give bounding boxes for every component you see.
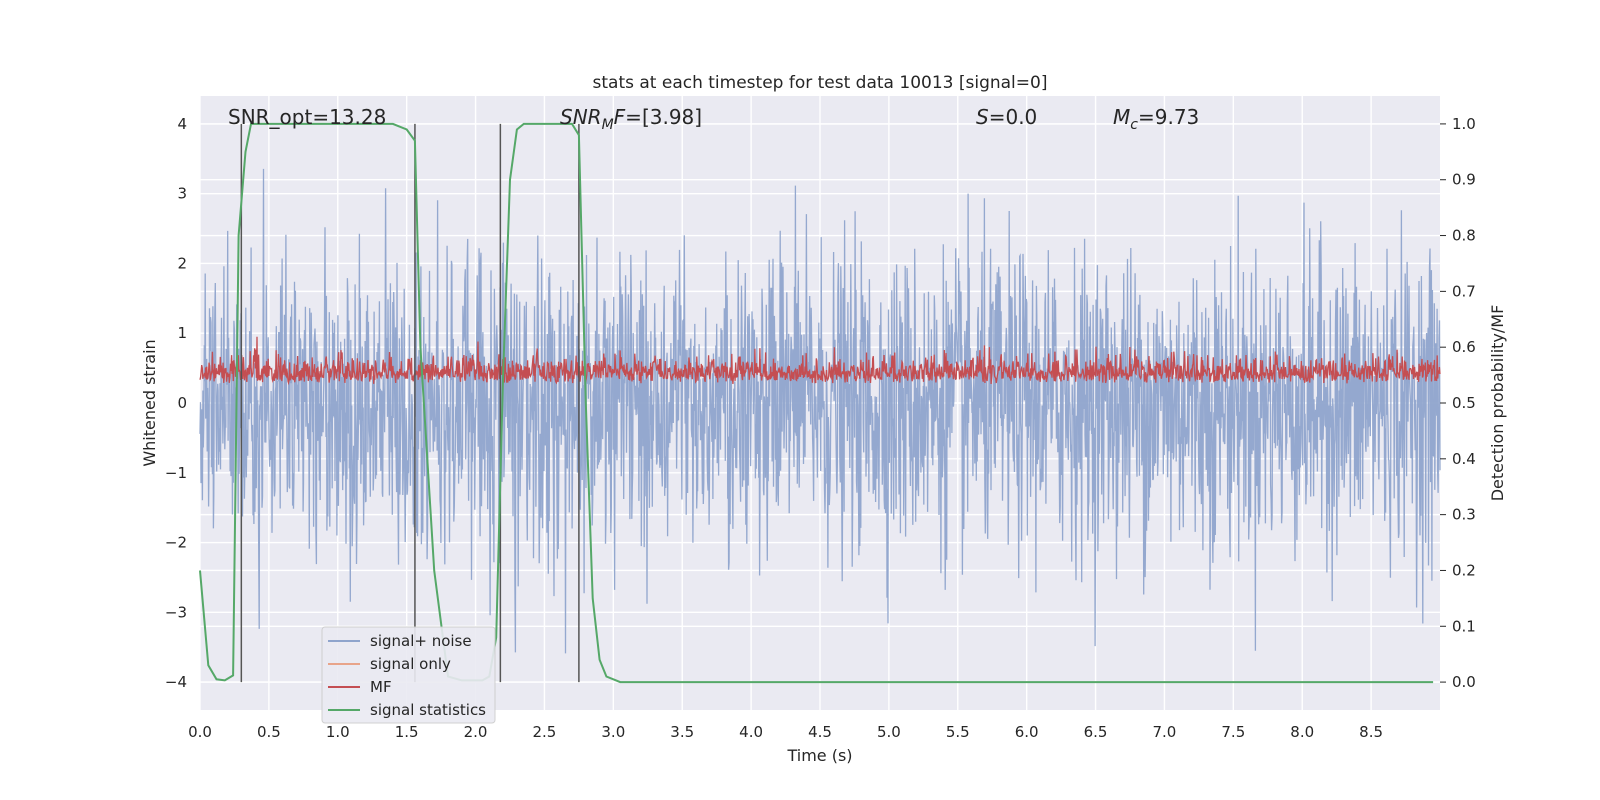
x-tick-label: 6.5: [1084, 723, 1108, 741]
x-tick-label: 7.5: [1221, 723, 1245, 741]
x-tick-label: 3.5: [670, 723, 694, 741]
axes: 0.0 0.5 1.0 1.5 2.0 2.5 3.0 3.5 4.0 4.5 5.0 5.5 6.0 6…: [165, 115, 1476, 741]
y2-tick-label: 0.2: [1452, 561, 1476, 579]
y2-tick-label: 0.3: [1452, 506, 1476, 524]
x-tick-label: 3.0: [601, 723, 625, 741]
y2-tick-label: 0.9: [1452, 171, 1476, 189]
x-tick-label: 1.5: [395, 723, 419, 741]
y-axis-label: Whitened strain: [140, 339, 159, 466]
x-tick-label: 0.5: [257, 723, 281, 741]
y2-axis-label: Detection probability/MF: [1488, 305, 1507, 502]
y2-tick-label: 0.7: [1452, 282, 1476, 300]
series-signal-noise-line: [199, 168, 1441, 654]
snr-opt-annotation: SNR_opt=13.28: [228, 105, 386, 129]
x-axis-label: Time (s): [786, 746, 852, 765]
legend-box: [321, 626, 496, 724]
x-tick-label: 4.5: [808, 723, 832, 741]
y-tick-label: −1: [165, 464, 187, 482]
y-tick-label: 0: [177, 394, 187, 412]
y-tick-label: −4: [165, 673, 187, 691]
y-tick-label: −2: [165, 534, 187, 552]
y2-tick-label: 0.0: [1452, 673, 1476, 691]
y2-tick-label: 0.4: [1452, 450, 1476, 468]
x-tick-label: 4.0: [739, 723, 763, 741]
y2-tick-label: 1.0: [1452, 115, 1476, 133]
legend: signal+ noise signal only MF signal stat…: [321, 626, 496, 724]
x-tick-label: 7.0: [1153, 723, 1177, 741]
signal-noise-series: [199, 168, 1441, 654]
x-tick-label: 0.0: [188, 723, 212, 741]
y-tick-label: 4: [177, 115, 187, 133]
x-tick-label: 1.0: [326, 723, 350, 741]
s-annotation: S=0.0: [976, 105, 1037, 129]
mf-series: [199, 336, 1441, 386]
series-mf-line: [199, 336, 1441, 386]
x-tick-label: 5.0: [877, 723, 901, 741]
mc-annotation: Mc=9.73: [1113, 105, 1199, 133]
x-tick-label: 8.5: [1359, 723, 1383, 741]
legend-label-signal-statistics: signal statistics: [370, 701, 486, 719]
y2-tick-label: 0.1: [1452, 617, 1476, 635]
y-tick-label: 2: [177, 254, 187, 272]
y2-tick-label: 0.5: [1452, 394, 1476, 412]
legend-label-signal-noise: signal+ noise: [370, 632, 472, 650]
x-tick-label: 8.0: [1290, 723, 1314, 741]
y2-tick-label: 0.8: [1452, 227, 1476, 245]
x-tick-label: 5.5: [946, 723, 970, 741]
detection-vlines: [240, 123, 580, 683]
x-tick-label: 6.0: [1015, 723, 1039, 741]
chart-title: stats at each timestep for test data 100…: [593, 73, 1048, 93]
y-tick-label: 1: [177, 324, 187, 342]
y-tick-label: −3: [165, 603, 187, 621]
y-tick-label: 3: [177, 185, 187, 203]
legend-label-signal-only: signal only: [370, 655, 451, 673]
x-tick-label: 2.5: [533, 723, 557, 741]
y2-tick-label: 0.6: [1452, 338, 1476, 356]
legend-label-mf: MF: [370, 678, 392, 696]
x-tick-label: 2.0: [464, 723, 488, 741]
snr-mf-annotation: SNRMF=[3.98]: [560, 105, 702, 133]
